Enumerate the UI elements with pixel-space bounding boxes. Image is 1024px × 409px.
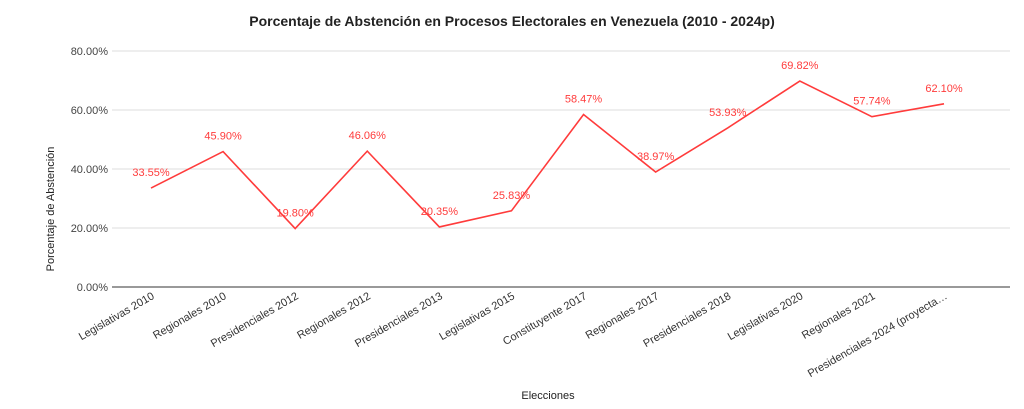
data-label: 25.83% xyxy=(493,190,531,202)
data-label: 53.93% xyxy=(709,107,747,119)
series-line xyxy=(150,80,945,230)
y-tick-label: 80.00% xyxy=(71,46,109,58)
y-tick-label: 20.00% xyxy=(71,223,109,235)
x-tick-label: Legislativas 2010 xyxy=(77,290,157,343)
data-label: 57.74% xyxy=(853,96,891,108)
x-tick-label: Legislativas 2020 xyxy=(726,290,806,343)
data-label: 45.90% xyxy=(204,131,242,143)
data-label: 20.35% xyxy=(421,206,459,218)
x-tick-label: Presidenciales 2024 (proyecta… xyxy=(806,290,950,380)
data-label: 58.47% xyxy=(565,94,603,106)
data-label: 33.55% xyxy=(132,167,170,179)
chart-title: Porcentaje de Abstención en Procesos Ele… xyxy=(249,13,774,29)
y-tick-label: 0.00% xyxy=(77,282,108,294)
data-label: 69.82% xyxy=(781,60,819,72)
data-label: 19.80% xyxy=(277,208,315,220)
y-tick-label: 40.00% xyxy=(71,164,109,176)
y-axis-label: Porcentaje de Abstención xyxy=(45,147,57,272)
data-label: 46.06% xyxy=(349,130,387,142)
y-tick-label: 60.00% xyxy=(71,105,109,117)
data-label: 62.10% xyxy=(925,83,963,95)
data-label: 38.97% xyxy=(637,151,675,163)
x-axis-label: Elecciones xyxy=(521,390,575,402)
